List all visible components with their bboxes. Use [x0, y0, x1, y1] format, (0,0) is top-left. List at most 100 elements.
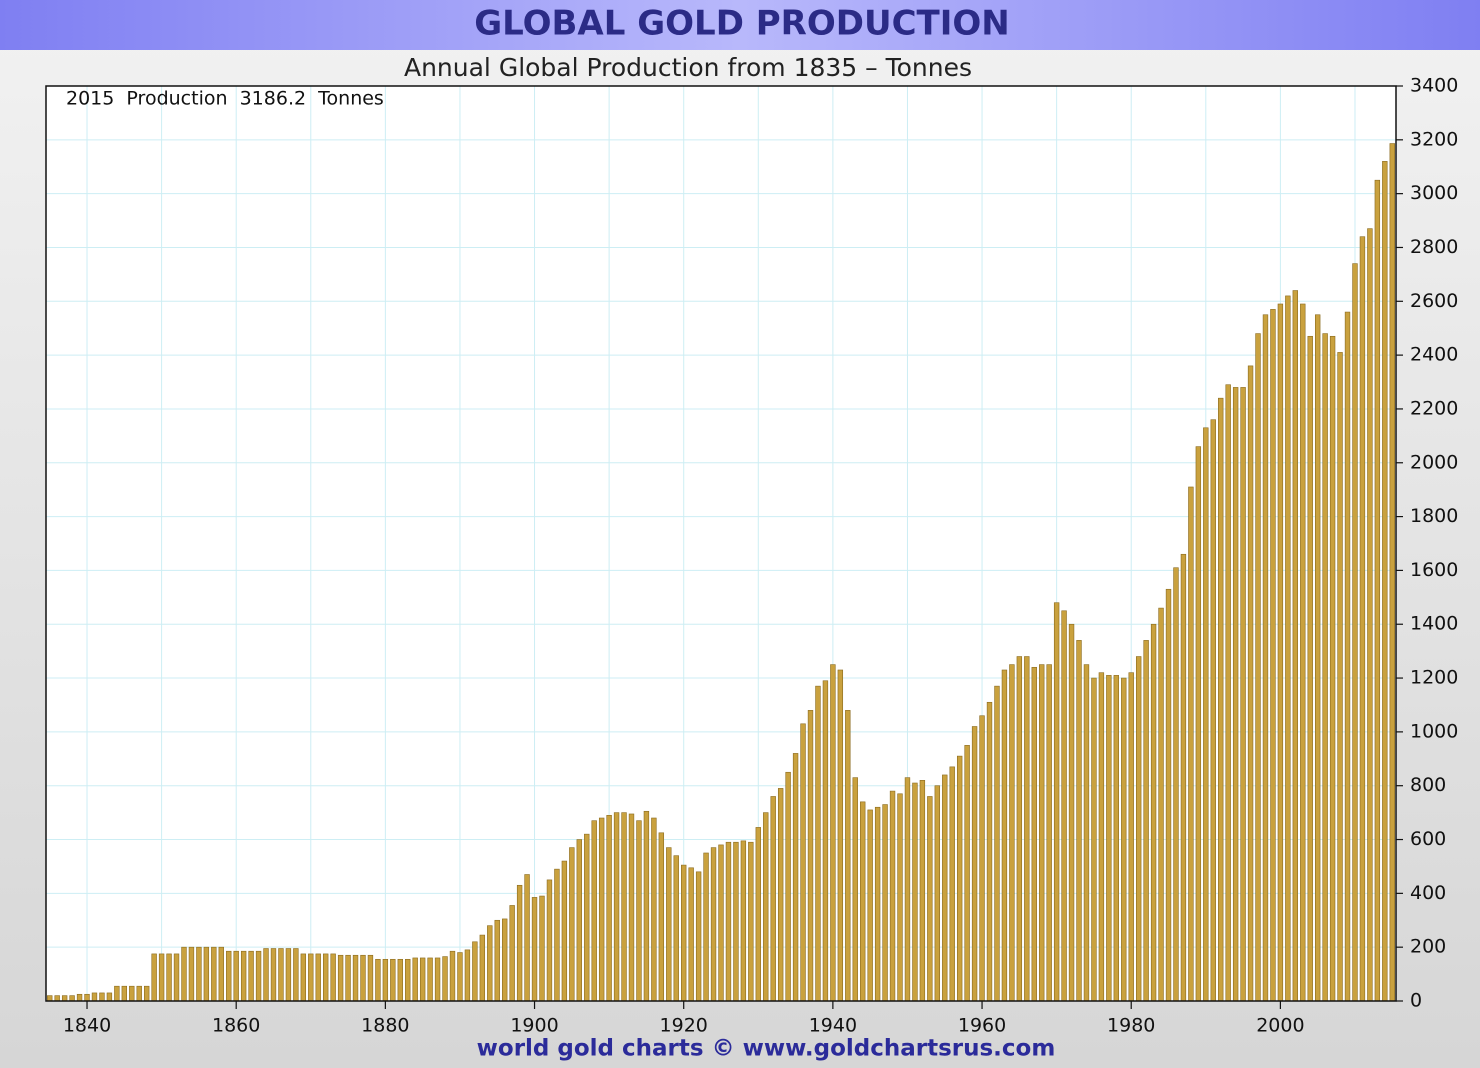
bar — [84, 993, 90, 1002]
bar — [718, 844, 724, 1002]
bar — [971, 726, 978, 1002]
bar — [1001, 669, 1008, 1002]
bar — [196, 946, 202, 1002]
bar — [1352, 263, 1358, 1002]
bar — [352, 954, 359, 1002]
bar — [1292, 290, 1298, 1002]
bar — [1337, 352, 1343, 1002]
bar — [1232, 387, 1239, 1002]
bar — [1307, 335, 1313, 1002]
bar — [1031, 666, 1037, 1002]
bar — [375, 958, 381, 1002]
bar — [270, 948, 277, 1002]
bar — [487, 925, 493, 1002]
footer: world gold charts © www.goldchartsrus.co… — [477, 1036, 1056, 1062]
bar — [136, 985, 142, 1002]
x-tick-label: 1840 — [63, 1015, 111, 1037]
bar — [345, 954, 351, 1002]
bar — [1173, 567, 1179, 1002]
plot-frame — [45, 85, 1397, 1002]
bar — [405, 958, 411, 1002]
y-tick-label: 2400 — [1410, 344, 1458, 366]
bar — [188, 946, 195, 1002]
bar — [330, 953, 336, 1002]
bar — [598, 817, 605, 1002]
bar — [144, 985, 150, 1002]
bar — [800, 723, 806, 1002]
bar — [897, 793, 903, 1002]
bar — [1061, 610, 1067, 1002]
bar — [561, 860, 568, 1002]
bar — [688, 867, 694, 1002]
bar — [1113, 675, 1119, 1002]
bar — [1344, 311, 1351, 1002]
bar — [1046, 664, 1052, 1002]
bar — [121, 985, 128, 1002]
bar — [636, 820, 642, 1002]
bar — [1270, 309, 1276, 1002]
bar — [889, 790, 896, 1002]
bar — [792, 753, 799, 1002]
bar — [1359, 236, 1366, 1002]
bar — [91, 992, 98, 1002]
bar — [919, 780, 926, 1002]
bar — [442, 956, 448, 1002]
bar — [323, 953, 329, 1002]
bar — [76, 993, 83, 1002]
bar — [733, 841, 739, 1002]
bar — [240, 950, 247, 1002]
y-tick-label: 3200 — [1410, 128, 1458, 150]
bar — [233, 950, 239, 1002]
bar — [226, 950, 232, 1002]
bar — [576, 839, 582, 1002]
bar — [1374, 179, 1381, 1002]
bar — [1262, 314, 1269, 1002]
bar — [1053, 602, 1060, 1002]
bar — [621, 812, 627, 1002]
bar — [1128, 672, 1134, 1002]
bar — [546, 879, 553, 1002]
bar — [1024, 656, 1030, 1002]
x-tick-label: 1940 — [809, 1015, 857, 1037]
bar — [942, 774, 948, 1002]
bar — [666, 847, 672, 1002]
bar — [1240, 387, 1246, 1002]
bar — [591, 820, 597, 1002]
bar — [852, 777, 858, 1002]
bar — [710, 847, 717, 1002]
bar — [681, 864, 687, 1002]
bar — [1218, 397, 1224, 1002]
bar — [1121, 677, 1127, 1002]
bar — [158, 953, 165, 1002]
bar — [390, 958, 396, 1002]
bar — [703, 852, 709, 1002]
bar — [643, 810, 650, 1002]
bar — [860, 801, 866, 1002]
y-tick-label: 1400 — [1410, 613, 1458, 635]
bar — [986, 701, 993, 1002]
bar — [904, 777, 911, 1002]
bar — [54, 995, 60, 1002]
bar — [554, 868, 560, 1002]
y-tick-label: 2000 — [1410, 451, 1458, 473]
bar — [837, 669, 844, 1002]
bar — [1382, 161, 1388, 1002]
bar — [181, 946, 187, 1002]
chart-title: GLOBAL GOLD PRODUCTION — [474, 4, 1010, 44]
bar — [166, 953, 172, 1002]
x-tick-label: 1880 — [361, 1015, 409, 1037]
bar — [1314, 314, 1321, 1002]
annotation: 2015 Production 3186.2 Tonnes — [66, 88, 384, 110]
y-tick-label: 3000 — [1410, 182, 1458, 204]
bar — [1180, 553, 1187, 1002]
bar — [1016, 656, 1023, 1002]
bar — [994, 685, 1000, 1002]
bar — [822, 680, 829, 1002]
bar — [308, 953, 314, 1002]
bar — [1098, 672, 1105, 1002]
y-tick-label: 200 — [1410, 936, 1446, 958]
bar — [218, 946, 224, 1002]
bar — [315, 953, 321, 1002]
bar — [867, 809, 873, 1002]
